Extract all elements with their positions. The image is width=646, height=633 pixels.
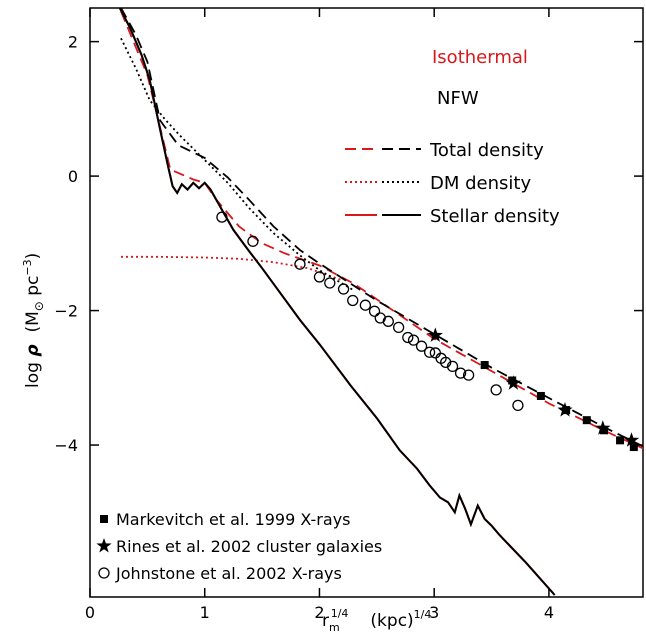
marker-square [629, 443, 638, 452]
marker-circle [454, 367, 467, 379]
label-part: ⊙ [32, 301, 46, 311]
y-axis-label: log ρ (M⊙ pc−3) [21, 253, 46, 388]
marker-circle [247, 235, 259, 247]
legend-model: NFW [437, 88, 479, 109]
marker-star [557, 402, 573, 417]
marker-circle [382, 315, 394, 327]
curve [120, 11, 643, 450]
label-part: r [322, 611, 329, 631]
legend-model: Isothermal [432, 47, 528, 68]
x-tick-label: 1 [200, 603, 210, 622]
marker-circle [98, 567, 110, 579]
marker-square [100, 515, 108, 523]
marker-circle [324, 277, 336, 289]
y-tick-label: 2 [68, 33, 78, 52]
marker-star [96, 538, 112, 553]
legend-label: Johnstone et al. 2002 X-rays [115, 564, 342, 583]
marker-circle [429, 347, 441, 359]
marker-star [505, 375, 521, 390]
marker-circle [446, 360, 459, 373]
curve [121, 255, 343, 282]
marker-circle [392, 321, 405, 334]
marker-square [582, 416, 591, 425]
curve [120, 37, 355, 292]
marker-circle [490, 384, 502, 396]
marker-circle [415, 340, 428, 352]
x-tick-label: 3 [429, 603, 439, 622]
curve [120, 8, 643, 448]
marker-circle [407, 334, 420, 346]
marker-circle [423, 346, 436, 358]
marker-circle [359, 299, 372, 311]
label-part: m [329, 621, 340, 633]
y-tick-label: −4 [54, 436, 78, 455]
marker-star [595, 420, 611, 435]
legend-label: DM density [430, 173, 531, 194]
marker-circle [462, 369, 475, 381]
marker-circle [402, 331, 414, 344]
marker-circle [337, 283, 350, 295]
x-tick-label: 4 [544, 603, 554, 622]
legend-label: Rines et al. 2002 cluster galaxies [116, 537, 382, 556]
marker-circle [216, 211, 228, 223]
label-part: (kpc) [370, 611, 413, 631]
curve [118, 8, 556, 596]
marker-square [480, 361, 489, 370]
x-tick-label: 0 [85, 603, 95, 622]
plot-frame [89, 7, 644, 598]
x-axis-label: rm1/4 (kpc)1/4 [322, 607, 431, 633]
label-part: 1/4 [331, 607, 349, 620]
y-tick-label: −2 [54, 302, 78, 321]
label-part: log [23, 357, 43, 388]
marker-circle [512, 399, 524, 412]
marker-circle [347, 294, 359, 307]
marker-star [623, 432, 640, 447]
curve [118, 8, 556, 596]
marker-square [616, 436, 625, 445]
label-part: 1/4 [414, 608, 432, 621]
marker-square [536, 391, 545, 400]
marker-circle [368, 305, 381, 317]
curves [118, 8, 643, 596]
x-tick-label: 2 [314, 603, 324, 622]
label-part: (M [23, 311, 43, 332]
marker-star [427, 327, 443, 342]
label-part: ρ [23, 345, 43, 357]
label-part: pc [23, 276, 43, 302]
y-tick-label: 0 [68, 167, 78, 186]
label-part: −3 [21, 259, 34, 275]
marker-circle [313, 271, 326, 283]
label-part: ) [23, 253, 43, 260]
legend-label: Markevitch et al. 1999 X-rays [116, 510, 351, 529]
legend-label: Stellar density [430, 206, 560, 227]
marker-circle [294, 258, 306, 270]
legend-label: Total density [429, 140, 544, 161]
